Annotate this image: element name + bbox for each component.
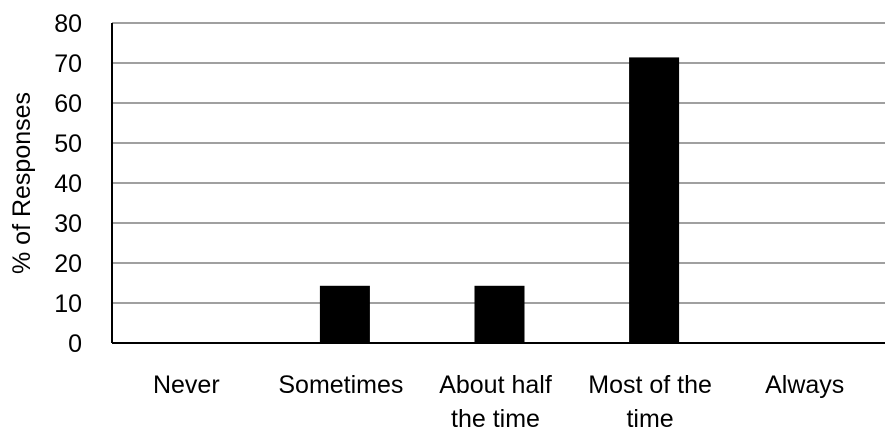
- y-tick-label-20: 20: [54, 250, 82, 278]
- gridlines: [112, 22, 885, 304]
- y-tick-label-10: 10: [54, 290, 82, 318]
- x-category-label-3: Most of the time: [588, 371, 712, 433]
- y-axis-title: % of Responses: [8, 92, 36, 274]
- x-category-label-1: Sometimes: [278, 371, 403, 399]
- y-tick-label-0: 0: [68, 330, 82, 358]
- x-category-label-4: Always: [765, 371, 844, 399]
- bars: [319, 57, 680, 344]
- bar-3: [629, 57, 680, 344]
- y-tick-labels: 0 10 20 30 40 50 60 70 80: [54, 10, 82, 358]
- x-category-label-0: Never: [153, 371, 220, 399]
- y-tick-label-30: 30: [54, 210, 82, 238]
- x-category-label-2: About half the time: [439, 371, 552, 433]
- y-tick-label-80: 80: [54, 10, 82, 38]
- bar-1: [319, 285, 370, 343]
- y-tick-label-40: 40: [54, 170, 82, 198]
- y-tick-label-50: 50: [54, 130, 82, 158]
- bar-2: [474, 285, 525, 343]
- y-tick-label-70: 70: [54, 50, 82, 78]
- x-category-labels: Never Sometimes About half the time Most of …: [153, 371, 844, 433]
- y-tick-label-60: 60: [54, 90, 82, 118]
- axes: [111, 23, 885, 344]
